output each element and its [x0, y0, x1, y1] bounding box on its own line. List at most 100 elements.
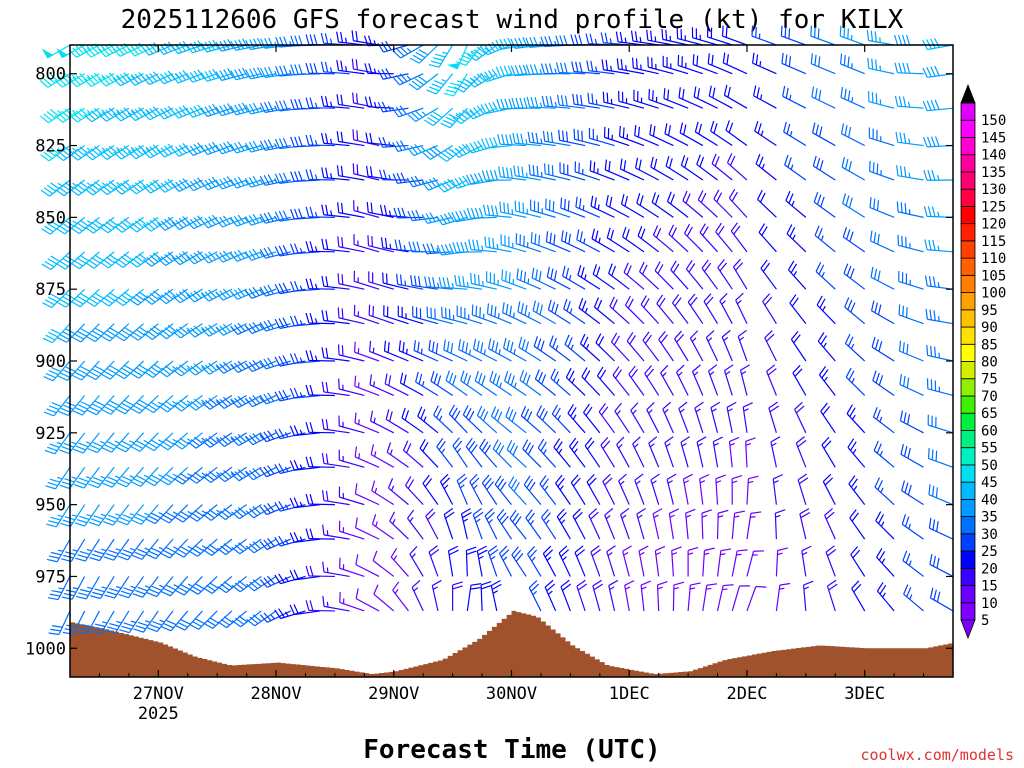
wind-barb [794, 401, 807, 434]
wind-barb [424, 107, 454, 127]
wind-barb [274, 428, 306, 440]
wind-barb [586, 60, 615, 75]
wind-barb [443, 339, 468, 362]
wind-barb [715, 222, 733, 253]
wind-barb [847, 438, 866, 468]
wind-barb [668, 224, 689, 253]
wind-barb [131, 466, 159, 487]
colorbar-label: 145 [981, 130, 1006, 146]
wind-barb [86, 395, 115, 416]
wind-barb [901, 480, 924, 506]
wind-barb [392, 581, 409, 612]
colorbar-swatch [960, 516, 976, 535]
wind-barb [692, 54, 718, 75]
wind-barb [398, 340, 424, 362]
wind-barb [171, 251, 203, 266]
wind-barb [685, 508, 696, 540]
wind-barb [392, 140, 424, 153]
colorbar-swatch [960, 171, 976, 190]
wind-barb [338, 449, 365, 468]
wind-barb [431, 579, 442, 612]
wind-barb [846, 404, 866, 434]
wind-barb [693, 86, 718, 109]
wind-barb [638, 545, 649, 577]
wind-barb [73, 432, 100, 454]
wind-barb [98, 72, 130, 87]
wind-barb [305, 565, 335, 578]
wind-barb [415, 371, 439, 396]
wind-barb [577, 264, 601, 290]
wind-barb [927, 448, 954, 468]
wind-barb [174, 576, 203, 596]
wind-barb [844, 333, 866, 362]
wind-barb [726, 401, 737, 433]
wind-barb [408, 73, 439, 91]
wind-barb [542, 545, 557, 577]
wind-barb [71, 323, 100, 343]
wind-barb [392, 73, 424, 86]
y-tick-label: 950 [35, 496, 66, 516]
wind-barb [305, 528, 335, 540]
wind-barb [697, 190, 718, 218]
wind-barb [544, 579, 557, 612]
wind-barb [867, 91, 895, 109]
wind-barb [187, 394, 218, 411]
wind-barb [564, 334, 586, 362]
wind-barb [338, 486, 365, 506]
wind-barb [337, 202, 365, 218]
wind-barb [452, 107, 483, 125]
credit-text: coolwx.com/models [860, 746, 1014, 764]
wind-barb [813, 192, 836, 218]
wind-barb [305, 97, 335, 109]
wind-barb [523, 475, 542, 506]
wind-barb [428, 44, 454, 68]
wind-barb [742, 402, 753, 433]
wind-barb [259, 392, 291, 405]
wind-barb [896, 201, 924, 218]
wind-barb [289, 604, 321, 616]
wind-barb [812, 122, 836, 147]
wind-barb [766, 364, 777, 396]
wind-barb [699, 223, 718, 253]
wind-barb [336, 165, 365, 181]
wind-barb [539, 475, 557, 506]
x-tick-label: 27NOV [133, 684, 184, 704]
wind-barb [691, 364, 704, 396]
wind-barb [354, 446, 380, 468]
wind-barb [217, 538, 247, 556]
wind-barb [174, 538, 203, 558]
wind-barb [369, 340, 394, 362]
wind-barb [664, 436, 674, 468]
wind-barb [290, 208, 321, 220]
wind-barb [370, 444, 395, 468]
wind-barb [490, 579, 502, 612]
wind-barb [875, 511, 895, 540]
colorbar-swatch [960, 240, 976, 259]
wind-barb [470, 273, 497, 290]
wind-barb [783, 121, 807, 147]
wind-barb [725, 120, 748, 147]
wind-barb [131, 504, 159, 525]
wind-barb [723, 84, 748, 109]
wind-barb [39, 73, 71, 88]
wind-barb [259, 284, 291, 297]
wind-barb [900, 444, 924, 468]
wind-barb [42, 288, 71, 309]
wind-barb [708, 85, 733, 109]
wind-barb [760, 259, 777, 290]
wind-barb [728, 436, 740, 468]
wind-barb [844, 297, 866, 325]
wind-barb [115, 395, 145, 415]
wind-barb [746, 511, 762, 540]
wind-barb [274, 317, 306, 330]
wind-barb [587, 92, 615, 109]
wind-barb [428, 339, 453, 362]
wind-barb [590, 195, 615, 218]
wind-barb [811, 86, 836, 109]
wind-barb [44, 432, 71, 455]
wind-barb [682, 190, 704, 218]
wind-barb [339, 557, 365, 578]
wind-barb [719, 292, 733, 324]
wind-barb [514, 200, 542, 218]
wind-barb [710, 120, 733, 147]
